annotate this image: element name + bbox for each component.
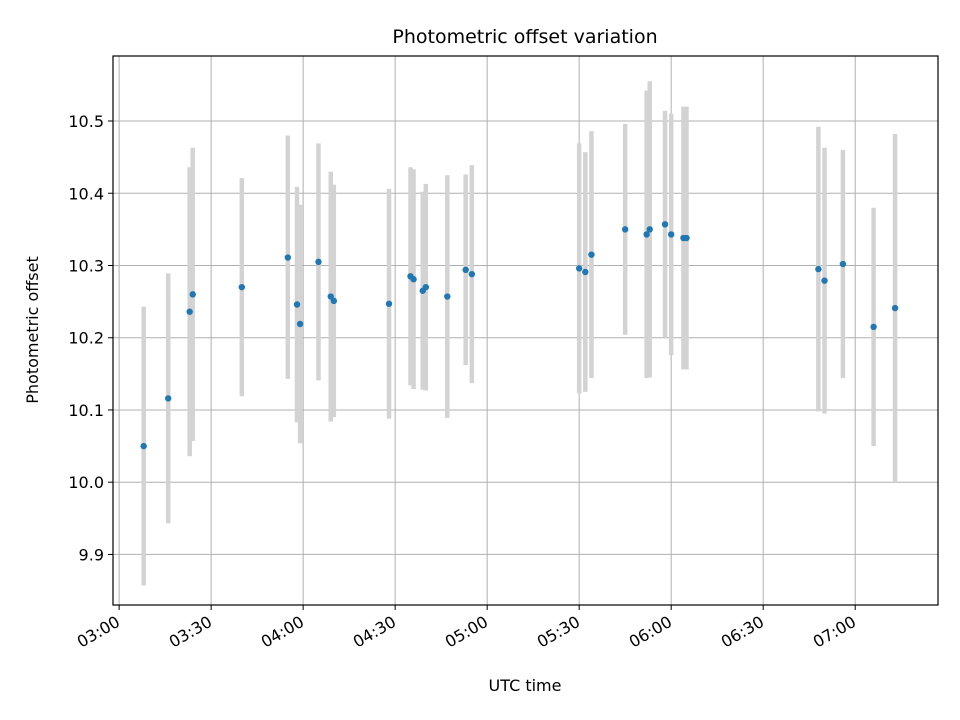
data-point xyxy=(891,304,899,312)
data-point xyxy=(462,266,469,274)
y-tick-label: 10.2 xyxy=(68,329,104,348)
y-tick-label: 10.3 xyxy=(68,256,104,275)
x-axis-label: UTC time xyxy=(489,676,562,695)
y-tick-label: 10.5 xyxy=(68,112,104,131)
data-point xyxy=(661,221,669,228)
data-point xyxy=(646,226,653,233)
data-point xyxy=(621,226,629,233)
data-point xyxy=(815,265,822,273)
y-tick-label: 10.4 xyxy=(68,184,104,203)
data-point xyxy=(165,395,172,402)
y-tick-label: 10.1 xyxy=(68,401,104,420)
y-axis-label: Photometric offset xyxy=(23,256,42,404)
data-point xyxy=(189,291,196,298)
data-point xyxy=(444,293,451,300)
data-point xyxy=(839,260,847,268)
data-point xyxy=(140,442,147,450)
data-point xyxy=(422,283,430,291)
data-point xyxy=(284,254,292,261)
data-point xyxy=(293,301,301,308)
data-point xyxy=(315,258,322,266)
data-point xyxy=(575,265,583,272)
point-layer xyxy=(140,221,899,450)
plot-frame xyxy=(112,55,939,606)
chart-title: Photometric offset variation xyxy=(392,26,657,48)
data-point xyxy=(588,251,595,258)
data-point xyxy=(683,234,690,242)
data-point xyxy=(186,308,193,315)
data-point xyxy=(643,231,650,238)
y-axis: 9.9 10.0 10.1 10.2 10.3 10.4 10.5 xyxy=(68,112,113,564)
y-tick-label: 9.9 xyxy=(79,545,104,564)
data-point xyxy=(870,323,877,331)
data-point xyxy=(667,231,675,238)
data-point xyxy=(582,268,589,276)
y-tick-label: 10.0 xyxy=(68,473,104,492)
data-point xyxy=(410,276,417,283)
data-point xyxy=(296,320,304,328)
data-point xyxy=(385,300,393,307)
data-point xyxy=(468,270,476,278)
data-point xyxy=(238,283,246,291)
grid-layer xyxy=(113,56,938,605)
data-point xyxy=(330,297,338,305)
data-point xyxy=(821,277,828,284)
